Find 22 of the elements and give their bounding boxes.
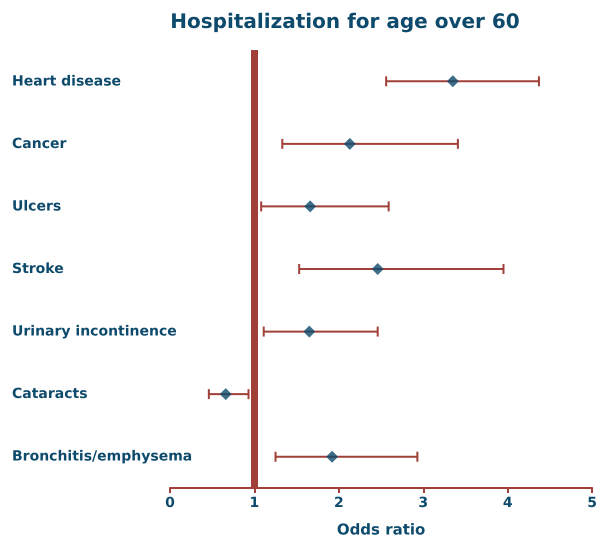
point (372, 263, 384, 275)
x-tick-label: 5 (587, 495, 598, 511)
x-axis-title: Odds ratio (336, 520, 426, 538)
point (326, 450, 338, 463)
x-tick-label: 1 (250, 495, 260, 511)
y-tick-label: Cataracts (12, 386, 88, 402)
y-tick-label: Urinary incontinence (12, 324, 177, 340)
point (446, 75, 459, 88)
x-tick-label: 4 (502, 495, 513, 511)
point (304, 200, 316, 212)
chart-title: Hospitalization for age over 60 (170, 9, 520, 33)
point (303, 326, 316, 338)
y-tick-label: Heart disease (12, 73, 122, 90)
x-tick-label: 3 (418, 495, 428, 511)
point (344, 138, 356, 150)
y-tick-label: Cancer (12, 136, 66, 152)
x-tick-label: 2 (334, 495, 344, 511)
y-tick-label: Ulcers (12, 198, 62, 214)
y-tick-label: Stroke (12, 261, 64, 277)
x-tick-label: 0 (165, 495, 176, 511)
point (220, 388, 232, 400)
y-tick-label: Bronchitis/emphysema (12, 448, 192, 465)
